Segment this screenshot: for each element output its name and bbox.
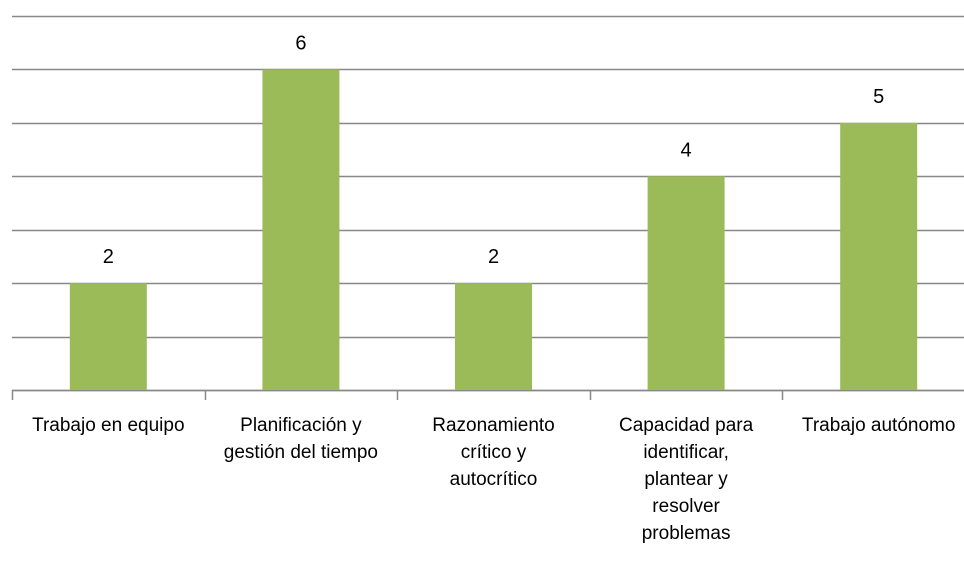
data-label: 6 <box>295 32 306 54</box>
data-label: 4 <box>681 139 692 161</box>
data-label: 2 <box>488 246 499 268</box>
x-tick-label: Trabajo autónomo <box>801 415 956 436</box>
bar <box>840 122 918 390</box>
bar <box>455 283 532 390</box>
x-tick-label: Trabajo en equipo <box>32 415 185 436</box>
x-tick-label: Capacidad para identificar, plantear y r… <box>619 415 754 544</box>
data-label: 5 <box>873 86 884 108</box>
bar <box>262 69 340 390</box>
x-tick-label: Planificación y gestión del tiempo <box>223 415 378 463</box>
bar <box>647 176 725 390</box>
x-tick-label: Razonamiento crítico y autocrítico <box>432 415 555 490</box>
data-label: 2 <box>103 246 114 268</box>
bar <box>69 283 147 390</box>
